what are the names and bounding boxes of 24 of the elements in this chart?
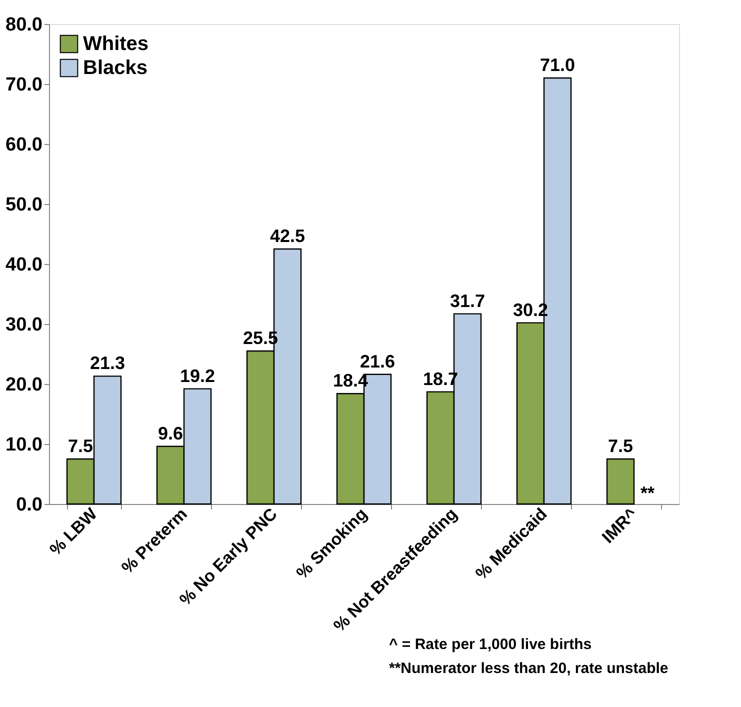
text: ^ = Rate per 1,000 live births xyxy=(389,636,592,653)
data-label: 21.3 xyxy=(90,353,126,374)
y-tick-label: 30.0 xyxy=(6,314,42,336)
legend-label: Blacks xyxy=(83,57,148,79)
data-label: 71.0 xyxy=(540,55,576,75)
y-tick-label: 80.0 xyxy=(6,14,42,36)
y-tick-label: 60.0 xyxy=(6,134,42,156)
data-label: 31.7 xyxy=(450,290,486,311)
data-label: 7.5 xyxy=(608,436,634,456)
y-tick-label: 0.0 xyxy=(16,494,42,516)
y-tick-label: 10.0 xyxy=(6,434,42,456)
bar xyxy=(606,458,635,505)
y-tick-label: 40.0 xyxy=(6,254,42,276)
y-tick-label: 70.0 xyxy=(6,74,42,96)
annotation: ** xyxy=(640,483,655,503)
y-tick-label: 20.0 xyxy=(6,374,42,396)
data-label: 9.6 xyxy=(158,423,184,444)
y-tick-label: 50.0 xyxy=(6,194,42,216)
data-label: 21.6 xyxy=(360,351,396,372)
data-label: 7.5 xyxy=(68,436,94,456)
data-label: 19.2 xyxy=(180,366,216,386)
text: **Numerator less than 20, rate unstable xyxy=(389,660,668,677)
legend-label: Whites xyxy=(83,33,149,55)
data-label: 42.5 xyxy=(270,226,306,246)
